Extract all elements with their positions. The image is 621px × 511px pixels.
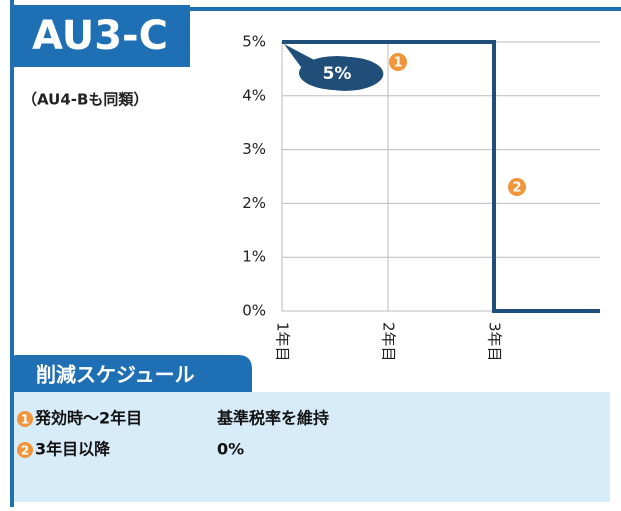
marker-circle xyxy=(508,178,526,196)
marker-label: 2 xyxy=(21,444,29,458)
title: AU3-C xyxy=(32,13,168,59)
marker-label: 2 xyxy=(512,181,521,196)
y-tick-label: 3% xyxy=(242,140,266,158)
callout-label: 5% xyxy=(323,64,352,84)
y-tick-label: 4% xyxy=(242,86,266,104)
line xyxy=(282,40,600,313)
schedule-tab xyxy=(10,355,252,392)
marker-circle xyxy=(389,53,407,71)
y-tick-label: 2% xyxy=(242,194,266,212)
marker-circle xyxy=(17,442,33,458)
y-tick-label: 1% xyxy=(242,248,266,266)
marker-circle xyxy=(17,411,33,427)
rate: 0% xyxy=(217,440,244,459)
y-tick-label: 5% xyxy=(242,33,266,51)
callout xyxy=(299,56,375,90)
schedule-box xyxy=(10,392,610,502)
subtitle: （AU4-Bも同類） xyxy=(22,91,148,109)
x-tick-label: 1年目 xyxy=(274,322,292,362)
period: 発効時〜2年目 xyxy=(34,409,142,428)
schedule-title: 削減スケジュール xyxy=(36,363,195,387)
schedule-rows: 1 発効時〜2年目 基準税率を維持 2 3年目以降 0% xyxy=(17,409,329,459)
rate: 基準税率を維持 xyxy=(216,409,329,428)
x-tick-label: 3年目 xyxy=(486,322,504,362)
period: 3年目以降 xyxy=(35,440,111,459)
x-tick-label: 2年目 xyxy=(380,322,398,362)
chart: 0% 1% 2% 3% 4% 5% 1年目 2年目 3年目 5% 1 2 xyxy=(242,33,600,362)
marker-label: 1 xyxy=(393,56,402,71)
y-tick-label: 0% xyxy=(242,302,266,320)
title-box xyxy=(10,5,190,67)
marker-label: 1 xyxy=(21,413,29,427)
